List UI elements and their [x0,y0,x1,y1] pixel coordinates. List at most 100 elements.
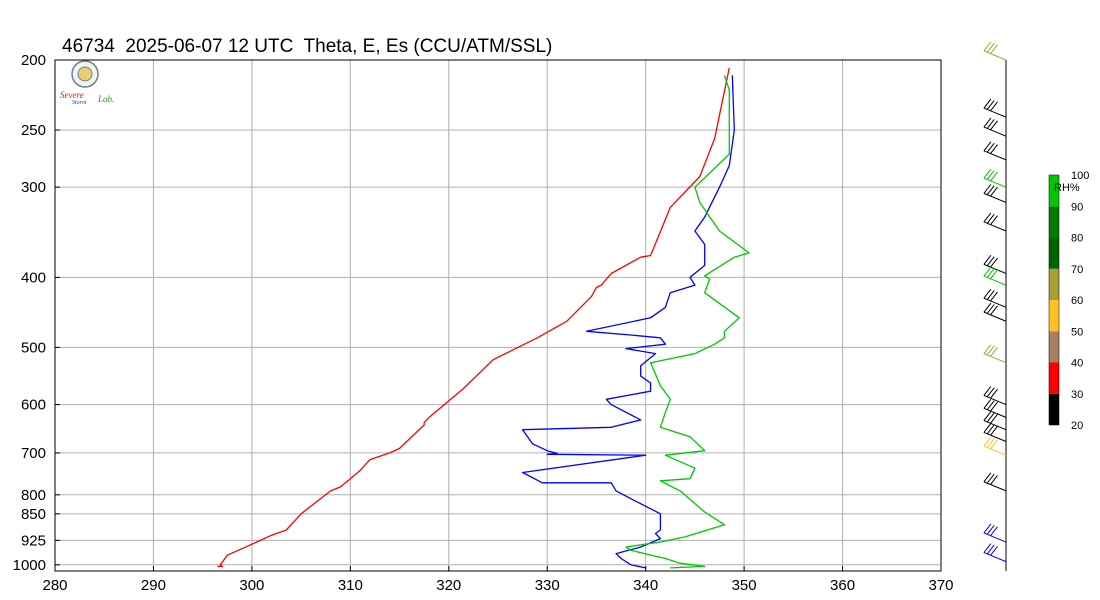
wind-barb [983,398,1007,418]
wind-barb-feather [983,302,992,313]
wind-barb-feather [990,526,998,536]
wind-barb [983,98,1007,118]
wind-barb-feather [983,423,992,433]
wind-barb-feather [990,171,998,182]
colorbar-frame [1048,174,1060,426]
y-axis: 200 250 300 400 500 600 700 800 850 925 1000 [13,52,60,574]
wind-barb-shaft [983,150,1007,161]
wind-barb-feather [990,475,998,485]
colorbar-segment [1049,237,1059,269]
colorbar-tick-label: 90 [1071,201,1083,213]
colorbar-tick-label: 70 [1071,264,1083,276]
colorbar-segment [1049,206,1059,238]
wind-barb [983,184,1007,203]
colorbar-tick-label: 100 [1071,170,1089,182]
logo-text-lab: Lab. [97,94,114,104]
wind-barb-feather [983,212,992,223]
colorbar-segment [1049,300,1059,332]
wind-barb-feather [986,213,995,224]
wind-barb-feather [986,268,995,278]
y-tick-label: 600 [21,397,46,414]
wind-barb-feather [986,473,995,484]
severe-storm-lab-logo: Severe Storm Lab. [60,60,114,106]
series-group [217,67,750,569]
wind-barb-feather [986,544,995,555]
wind-barb-feather [990,388,998,399]
wind-barb-feather [986,170,995,180]
wind-barb-feather [983,117,992,128]
wind-barb [983,212,1007,232]
theta-line [217,67,730,568]
wind-barb [983,344,1007,364]
wind-barb [983,472,1007,492]
wind-barb [983,117,1007,137]
grid [55,60,941,571]
colorbar-label: RH% [1054,182,1080,194]
wind-barb-feather [990,291,998,302]
wind-barb-feather [983,266,992,277]
wind-barb-feather [983,184,992,194]
y-tick-label: 500 [21,339,46,356]
wind-barb [983,386,1007,406]
wind-barb-feather [986,438,995,448]
x-tick-label: 300 [239,577,264,594]
x-tick-label: 370 [928,577,953,594]
wind-barb-feather [983,168,992,179]
y-tick-label: 250 [21,122,46,139]
x-tick-label: 330 [535,577,560,594]
x-axis: 280 290 300 310 320 330 340 350 360 370 [42,566,954,594]
wind-barb-feather [990,425,998,436]
wind-barb-panel [983,41,1007,571]
plot-frame [54,59,942,572]
wind-barb-feather [990,257,998,268]
x-tick-label: 320 [436,577,461,594]
wind-barb-feather [986,304,995,314]
colorbar-tick-label: 40 [1071,358,1083,370]
wind-barb-feather [986,185,995,196]
wind-barb-feather [990,414,998,424]
y-tick-label: 200 [21,52,46,69]
wind-barb-feather [990,215,998,225]
y-tick-label: 1000 [13,557,46,574]
y-tick-label: 800 [21,487,46,504]
y-tick-label: 300 [21,179,46,196]
wind-barb-feather [986,387,995,398]
thetaes-line [625,75,750,569]
wind-barb-feather [986,290,995,300]
colorbar-segment [1049,393,1059,425]
wind-barb [983,168,1007,188]
wind-barb-feather [983,543,992,553]
x-tick-label: 340 [633,577,658,594]
wind-barb-feather [986,142,995,153]
wind-barb [983,266,1007,286]
y-tick-label: 400 [21,269,46,286]
wind-barb [983,543,1007,563]
colorbar-tick-label: 60 [1071,295,1083,307]
wind-barb [983,41,1007,61]
x-tick-label: 310 [338,577,363,594]
wind-barb-feather [986,119,995,129]
wind-barb-feather [990,269,998,280]
wind-barb-feather [990,186,998,197]
wind-barb-feather [990,545,998,556]
wind-barb-feather [983,41,992,52]
x-tick-label: 290 [141,577,166,594]
wind-barb-feather [990,347,998,357]
wind-barb-feather [990,305,998,316]
y-tick-label: 700 [21,445,46,462]
wind-barb-feather [986,400,995,410]
colorbar-tick-label: 20 [1071,420,1083,432]
wind-barb-feather [983,472,992,483]
colorbar-segment [1049,268,1059,300]
colorbar-tick-label: 50 [1071,326,1083,338]
colorbar-tick-label: 30 [1071,389,1083,401]
colorbar-segment [1049,331,1059,363]
chart-title: 46734 2025-06-07 12 UTC Theta, E, Es (CC… [62,36,553,57]
x-tick-label: 280 [42,577,67,594]
wind-barb-feather [986,424,995,435]
wind-barb-feather [983,436,992,447]
wind-barb-feather [983,255,992,265]
wind-barb-feather [990,120,998,131]
wind-barb-feather [986,345,995,356]
